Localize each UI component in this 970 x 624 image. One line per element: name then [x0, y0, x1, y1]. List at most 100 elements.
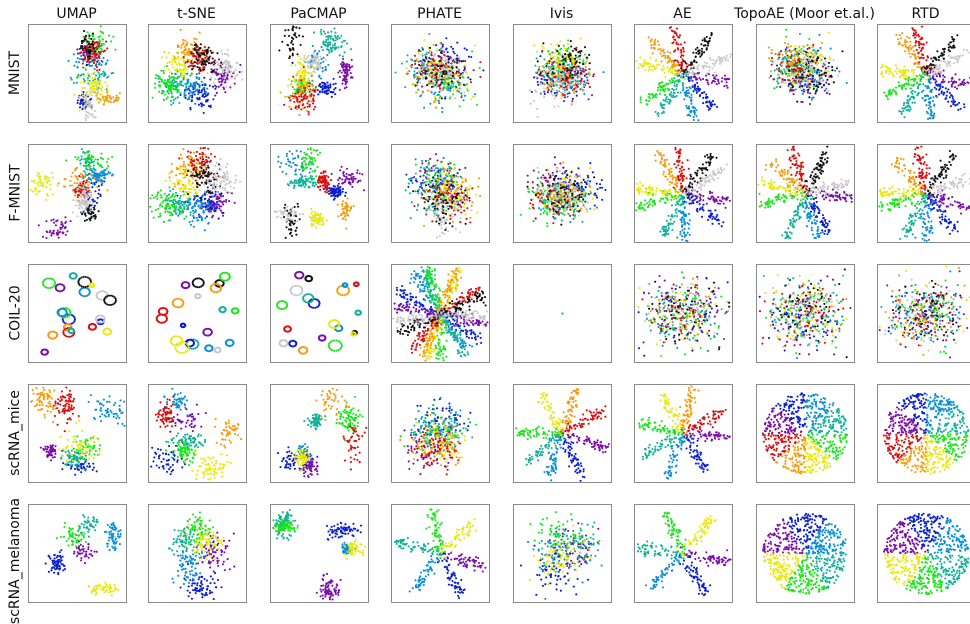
- scatter-point: [189, 90, 191, 92]
- scatter-point: [681, 76, 683, 78]
- scatter-point: [437, 65, 439, 67]
- scatter-point: [707, 45, 709, 47]
- scatter-point: [474, 44, 476, 46]
- scatter-point: [404, 86, 406, 88]
- scatter-point: [186, 43, 188, 45]
- scatter-point: [308, 111, 310, 113]
- scatter-point: [666, 66, 668, 68]
- scatter-point: [570, 83, 572, 85]
- scatter-point: [411, 64, 413, 66]
- scatter-point: [450, 58, 452, 60]
- scatter-point: [699, 56, 701, 58]
- scatter-point: [693, 89, 695, 91]
- scatter-point: [800, 101, 802, 103]
- scatter-point: [298, 95, 300, 97]
- scatter-point: [226, 69, 228, 71]
- scatter-point: [906, 41, 908, 43]
- scatter-point: [330, 38, 332, 40]
- scatter-point: [433, 60, 435, 62]
- scatter-point: [322, 61, 324, 63]
- scatter-point: [287, 29, 289, 31]
- scatter-point: [320, 56, 322, 58]
- scatter-point: [89, 100, 91, 102]
- scatter-point: [197, 52, 199, 54]
- scatter-point: [168, 52, 170, 54]
- scatter-point: [447, 51, 449, 53]
- scatter-point: [568, 91, 570, 93]
- scatter-point: [813, 88, 815, 90]
- scatter-point: [459, 60, 461, 62]
- scatter-point: [771, 52, 773, 54]
- scatter-point: [809, 85, 811, 87]
- scatter-point: [448, 58, 450, 60]
- scatter-point: [98, 101, 100, 103]
- scatter-point: [546, 82, 548, 84]
- scatter-point: [90, 81, 92, 83]
- scatter-point: [707, 72, 709, 74]
- scatter-point: [450, 96, 452, 98]
- scatter-point: [553, 89, 555, 91]
- scatter-point: [89, 84, 91, 86]
- scatter-point: [652, 53, 654, 55]
- scatter-point: [85, 111, 87, 113]
- scatter-point: [432, 78, 434, 80]
- scatter-point: [776, 64, 778, 66]
- scatter-point: [680, 52, 682, 54]
- scatter-point: [589, 71, 591, 73]
- scatter-point: [917, 93, 919, 95]
- scatter-point: [846, 82, 848, 84]
- scatter-point: [936, 96, 938, 98]
- scatter-point: [673, 77, 675, 79]
- scatter-point: [550, 43, 552, 45]
- scatter-point: [429, 47, 431, 49]
- scatter-point: [440, 89, 442, 91]
- scatter-point: [814, 60, 816, 62]
- scatter-point: [96, 69, 98, 71]
- scatter-point: [704, 44, 706, 46]
- scatter-point: [79, 103, 81, 105]
- scatter-point: [914, 44, 916, 46]
- scatter-point: [710, 105, 712, 107]
- scatter-point: [221, 75, 223, 77]
- scatter-point: [87, 73, 89, 75]
- scatter-point: [345, 83, 347, 85]
- scatter-point: [806, 85, 808, 87]
- scatter-point: [671, 66, 673, 68]
- scatter-point: [572, 56, 574, 58]
- scatter-point: [316, 52, 318, 54]
- scatter-point: [816, 59, 818, 61]
- scatter-point: [325, 66, 327, 68]
- scatter-point: [928, 80, 930, 82]
- scatter-point: [103, 43, 105, 45]
- scatter-point: [952, 40, 954, 42]
- scatter-point: [948, 44, 950, 46]
- scatter-point: [312, 45, 314, 47]
- scatter-point: [571, 74, 573, 76]
- scatter-point: [549, 56, 551, 58]
- scatter-point: [816, 84, 818, 86]
- scatter-point: [227, 65, 229, 67]
- scatter-point: [638, 67, 640, 69]
- scatter-point: [925, 78, 927, 80]
- scatter-point: [929, 64, 931, 66]
- scatter-point: [907, 95, 909, 97]
- scatter-point: [963, 49, 965, 51]
- scatter-point: [83, 107, 85, 109]
- scatter-point: [648, 96, 650, 98]
- scatter-point: [94, 80, 96, 82]
- scatter-point: [188, 96, 190, 98]
- scatter-point: [439, 84, 441, 86]
- scatter-point: [442, 63, 444, 65]
- scatter-point: [793, 55, 795, 57]
- scatter-point: [99, 63, 101, 65]
- scatter-point: [89, 103, 91, 105]
- scatter-point: [811, 73, 813, 75]
- scatter-point: [643, 60, 645, 62]
- scatter-point: [332, 78, 334, 80]
- scatter-point: [531, 91, 533, 93]
- scatter-point: [194, 87, 196, 89]
- scatter-point: [700, 79, 702, 81]
- scatter-point: [704, 39, 706, 41]
- scatter-point: [439, 42, 441, 44]
- scatter-point: [190, 85, 192, 87]
